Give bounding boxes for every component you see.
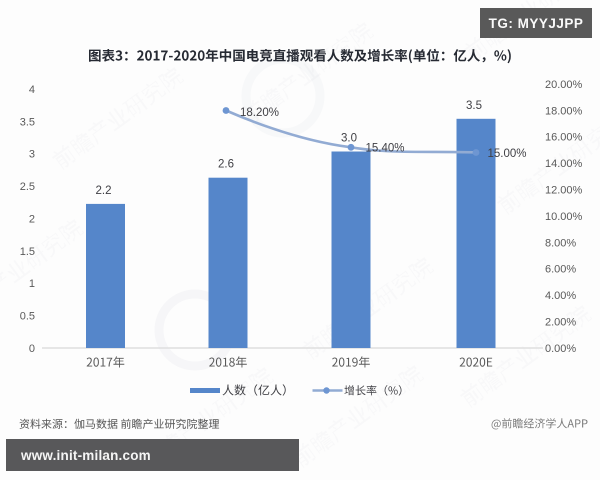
svg-text:3.5: 3.5 [466,100,482,112]
svg-text:18.20%: 18.20% [240,107,279,119]
svg-text:12.00%: 12.00% [545,185,583,197]
svg-text:20.00%: 20.00% [545,79,583,91]
svg-text:2.5: 2.5 [20,181,35,193]
svg-text:18.00%: 18.00% [545,105,583,117]
svg-text:3.5: 3.5 [20,116,35,128]
svg-text:2.2: 2.2 [96,185,112,197]
svg-text:8.00%: 8.00% [545,237,576,249]
svg-text:TG: MYYJJPP: TG: MYYJJPP [489,16,584,31]
svg-text:2.00%: 2.00% [545,317,576,329]
svg-text:2: 2 [29,213,35,225]
svg-text:0.00%: 0.00% [545,343,576,355]
svg-text:6.00%: 6.00% [545,264,576,276]
svg-text:1: 1 [29,278,35,290]
svg-text:3.0: 3.0 [341,133,357,145]
svg-text:3: 3 [29,149,35,161]
svg-text:10.00%: 10.00% [545,211,583,223]
svg-text:14.00%: 14.00% [545,158,583,170]
svg-text:0: 0 [29,343,35,355]
svg-text:www.init-milan.com: www.init-milan.com [20,448,151,463]
svg-text:4.00%: 4.00% [545,290,576,302]
svg-text:15.40%: 15.40% [366,143,405,155]
svg-text:15.00%: 15.00% [488,148,527,160]
svg-text:4: 4 [29,84,35,96]
svg-text:1.5: 1.5 [20,246,35,258]
svg-text:2.6: 2.6 [218,159,234,171]
svg-text:0.5: 0.5 [20,311,35,323]
svg-text:16.00%: 16.00% [545,132,583,144]
